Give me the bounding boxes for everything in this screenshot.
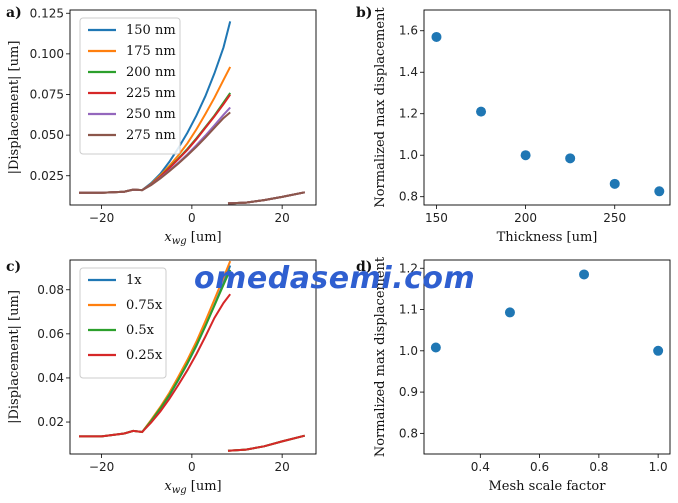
series-line-right (227, 434, 305, 452)
series-line-right (227, 191, 305, 205)
x-axis-label: xwg [um] (164, 230, 221, 247)
x-tick-label: −20 (89, 460, 114, 474)
y-tick-label: 0.050 (30, 128, 64, 142)
watermark: omedasemi.com (194, 261, 475, 296)
legend-label: 0.25x (126, 348, 163, 363)
y-axis-label: Normalized max displacement (373, 7, 388, 208)
panel-label: a) (6, 5, 22, 21)
scatter-point (520, 150, 531, 161)
panel-label: c) (6, 259, 21, 275)
panel-3: c) −20 0 20 0.02 0.04 0.06 0.08 xwg [um] |Displac… (6, 259, 317, 496)
y-tick-label: 1.0 (399, 344, 418, 358)
plot-data (79, 260, 305, 452)
y-tick-label: 0.8 (399, 426, 418, 440)
series-line (79, 293, 231, 438)
x-tick-label: 0.6 (530, 460, 549, 474)
scatter-point (579, 269, 590, 280)
scatter-point (653, 345, 664, 356)
x-axis-label-var: x (164, 479, 172, 494)
scatter-point (431, 31, 442, 42)
x-axis-label: Mesh scale factor (489, 479, 607, 494)
x-tick-label: 20 (275, 211, 290, 225)
x-axis-label: Thickness [um] (497, 230, 598, 245)
legend-label: 1x (126, 273, 142, 288)
y-tick-label: 0.100 (30, 47, 64, 61)
y-tick-label: 1.0 (399, 148, 418, 162)
y-tick-label: 0.02 (37, 415, 64, 429)
scatter-point (504, 307, 515, 318)
plot-frame (69, 259, 317, 455)
x-axis-label-var: x (164, 230, 172, 245)
x-tick-label: 150 (425, 211, 448, 225)
scatter-point (476, 106, 487, 117)
x-tick-label: −20 (89, 211, 114, 225)
y-tick-label: 1.2 (399, 107, 418, 121)
panel-2: b) 150 200 250 0.8 1.0 1.2 1.4 1.6 Thickness [um]… (356, 5, 671, 245)
scatter-point (565, 153, 576, 164)
panel-label: d) (356, 259, 372, 275)
y-tick-label: 0.04 (37, 371, 64, 385)
y-tick-label: 0.06 (37, 327, 64, 341)
y-tick-label: 0.075 (30, 88, 64, 102)
plot-data (431, 31, 665, 197)
x-tick-label: 0.8 (589, 460, 608, 474)
y-tick-label: 0.125 (30, 6, 64, 20)
x-tick-label: 0 (188, 460, 196, 474)
x-axis-label-sub: wg (172, 485, 187, 496)
y-axis-label: |Displacement| [um] (7, 41, 22, 175)
y-tick-label: 0.025 (30, 169, 64, 183)
scatter-point (430, 342, 441, 353)
y-tick-label: 0.08 (37, 283, 64, 297)
x-tick-label: 20 (275, 460, 290, 474)
y-tick-label: 0.8 (399, 190, 418, 204)
x-axis-label-unit: [um] (187, 479, 222, 494)
panel-label: b) (356, 5, 372, 21)
x-tick-label: 0 (188, 211, 196, 225)
x-tick-label: 1.0 (649, 460, 668, 474)
x-tick-label: 0.4 (471, 460, 490, 474)
y-tick-label: 1.1 (399, 303, 418, 317)
panel-4: d) 0.4 0.6 0.8 1.0 0.8 0.9 1.0 1.1 1.2 Mesh scale … (356, 256, 671, 494)
legend-label: 0.5x (126, 323, 155, 338)
legend-label: 0.75x (126, 298, 163, 313)
plot-data (79, 21, 305, 205)
legend-label: 150 nm (126, 23, 176, 38)
y-tick-label: 1.6 (399, 24, 418, 38)
y-axis-label: Normalized max displacement (373, 256, 388, 457)
plot-data (430, 269, 664, 356)
y-axis-label: |Displacement| [um] (7, 290, 22, 424)
panel-1: a) −20 0 20 0.025 0.050 0.075 0.100 0.125 xwg [um… (6, 5, 317, 247)
plot-frame (69, 9, 317, 206)
x-tick-label: 200 (514, 211, 537, 225)
legend-label: 275 nm (126, 128, 176, 143)
legend-box (79, 267, 167, 379)
x-axis-label-sub: wg (172, 236, 187, 247)
legend-label: 175 nm (126, 44, 176, 59)
legend-label: 250 nm (126, 107, 176, 122)
scatter-point (609, 178, 620, 189)
x-axis-label: xwg [um] (164, 479, 221, 496)
x-axis-label-unit: [um] (187, 230, 222, 245)
plot-frame (423, 259, 671, 455)
y-tick-label: 1.4 (399, 65, 418, 79)
legend-label: 200 nm (126, 65, 176, 80)
y-tick-label: 0.9 (399, 385, 418, 399)
x-tick-label: 250 (603, 211, 626, 225)
y-tick-label: 1.2 (399, 261, 418, 275)
legend-label: 225 nm (126, 86, 176, 101)
scatter-point (654, 186, 665, 197)
series-line (79, 111, 231, 194)
plot-frame (423, 9, 671, 206)
